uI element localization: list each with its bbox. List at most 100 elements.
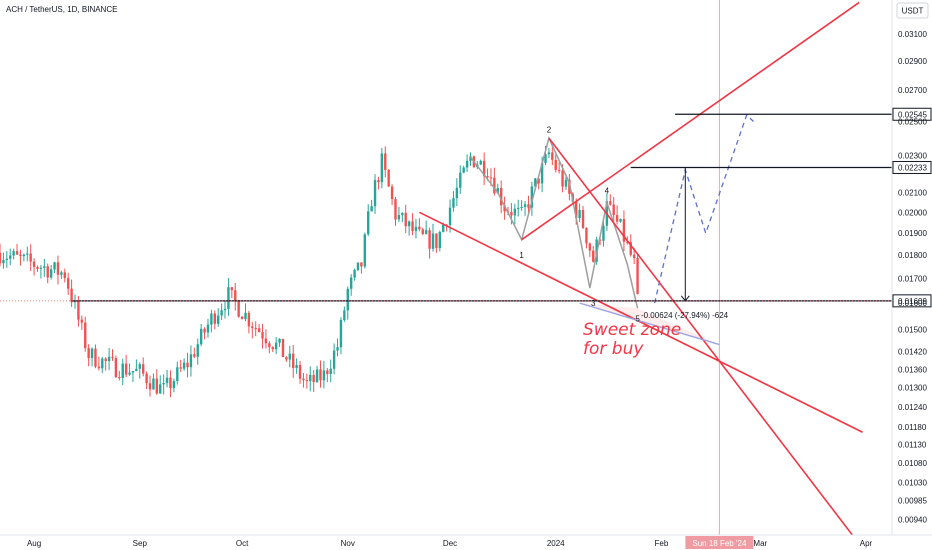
candle bbox=[435, 233, 438, 253]
currency-button[interactable]: USDT bbox=[896, 2, 929, 19]
candle bbox=[217, 308, 220, 327]
time-tick-label: Dec bbox=[443, 539, 457, 548]
candle bbox=[97, 356, 101, 371]
time-tick-label: Feb bbox=[655, 539, 669, 548]
wave-label: 3 bbox=[591, 299, 596, 308]
time-tick-label: Nov bbox=[341, 539, 355, 548]
candle bbox=[554, 154, 557, 173]
projected-path[interactable] bbox=[653, 113, 754, 304]
upper-channel-line[interactable] bbox=[521, 1, 860, 241]
candle bbox=[332, 343, 336, 375]
price-tick-label: 0.01240 bbox=[898, 403, 927, 412]
candle bbox=[592, 245, 595, 263]
candle bbox=[237, 299, 240, 318]
candle bbox=[80, 315, 84, 330]
candle bbox=[87, 344, 90, 367]
candle bbox=[479, 159, 482, 166]
price-tick-label: 0.01420 bbox=[898, 348, 927, 357]
candle bbox=[390, 184, 394, 206]
candle bbox=[517, 199, 520, 217]
candle bbox=[404, 204, 407, 233]
candle bbox=[162, 374, 165, 395]
price-tick-label: 0.01300 bbox=[898, 384, 927, 393]
candle bbox=[295, 358, 298, 374]
candle bbox=[612, 197, 615, 225]
candle bbox=[2, 252, 5, 269]
candle bbox=[414, 218, 418, 239]
candle bbox=[455, 178, 459, 207]
fan-line[interactable] bbox=[579, 302, 720, 346]
candle bbox=[312, 369, 315, 392]
candle bbox=[131, 370, 135, 382]
candle bbox=[609, 194, 612, 206]
price-tick-label: 0.02700 bbox=[898, 86, 927, 95]
candle bbox=[380, 147, 384, 189]
candle bbox=[421, 227, 424, 236]
time-tick-label: Oct bbox=[236, 539, 249, 548]
price-tick-label: 0.01900 bbox=[898, 229, 927, 238]
candle bbox=[73, 294, 77, 309]
candle bbox=[329, 359, 332, 383]
annotation-text: for buy bbox=[583, 339, 644, 359]
candle bbox=[36, 265, 39, 272]
time-tick-label: Aug bbox=[27, 539, 41, 548]
candle bbox=[206, 318, 210, 338]
candle bbox=[309, 366, 312, 392]
candle bbox=[285, 356, 288, 362]
candle bbox=[32, 258, 36, 276]
candle bbox=[90, 347, 94, 367]
candle bbox=[619, 218, 622, 223]
candle bbox=[585, 227, 588, 249]
candle bbox=[615, 205, 619, 225]
candle bbox=[0, 243, 2, 267]
candle bbox=[305, 373, 309, 389]
candle bbox=[343, 306, 346, 322]
candle bbox=[135, 359, 138, 372]
candle bbox=[377, 176, 380, 190]
candle bbox=[513, 203, 517, 225]
price-tick-label: 0.00985 bbox=[898, 497, 927, 506]
date-badge bbox=[685, 536, 754, 549]
candle bbox=[257, 324, 261, 333]
candle bbox=[346, 286, 349, 320]
candle bbox=[387, 168, 390, 187]
candle bbox=[264, 329, 268, 349]
candle bbox=[176, 361, 179, 385]
candle bbox=[107, 347, 111, 371]
candle bbox=[210, 309, 213, 333]
candle bbox=[234, 282, 237, 311]
wave-label: 4 bbox=[605, 187, 610, 196]
price-tick-label: 0.02500 bbox=[898, 118, 927, 127]
candle bbox=[370, 199, 373, 212]
candle bbox=[247, 310, 251, 334]
price-tick-label: 0.01180 bbox=[898, 423, 927, 432]
falling-wedge-top-line[interactable] bbox=[548, 137, 853, 536]
elliott-wave-path[interactable] bbox=[469, 135, 639, 309]
candle bbox=[70, 279, 73, 307]
candle bbox=[193, 347, 196, 359]
level-label: 0.01609 bbox=[898, 297, 927, 306]
candle bbox=[520, 199, 523, 211]
candle bbox=[482, 152, 486, 186]
candle bbox=[527, 195, 530, 215]
price-tick-label: 0.01030 bbox=[898, 478, 927, 487]
candle bbox=[46, 263, 49, 284]
candle bbox=[588, 242, 592, 258]
time-tick-label: Sep bbox=[133, 539, 148, 548]
candle bbox=[424, 220, 428, 235]
candle bbox=[5, 251, 9, 268]
price-axis[interactable]: 0.03100 0.02900 0.02700 0.02500 0.02300 0.021… bbox=[898, 30, 927, 525]
candle bbox=[394, 196, 397, 226]
candle bbox=[230, 286, 234, 299]
candle bbox=[111, 349, 114, 361]
falling-wedge-bottom-line[interactable] bbox=[419, 211, 863, 433]
candle bbox=[288, 345, 292, 368]
candle bbox=[622, 210, 626, 251]
candle bbox=[636, 254, 639, 295]
time-axis[interactable]: Aug Sep Oct Nov Dec 2024 Feb Mar Apr Sun 18 Feb '… bbox=[27, 536, 873, 549]
candle bbox=[159, 375, 162, 394]
candle bbox=[384, 146, 387, 178]
candle bbox=[537, 178, 540, 190]
